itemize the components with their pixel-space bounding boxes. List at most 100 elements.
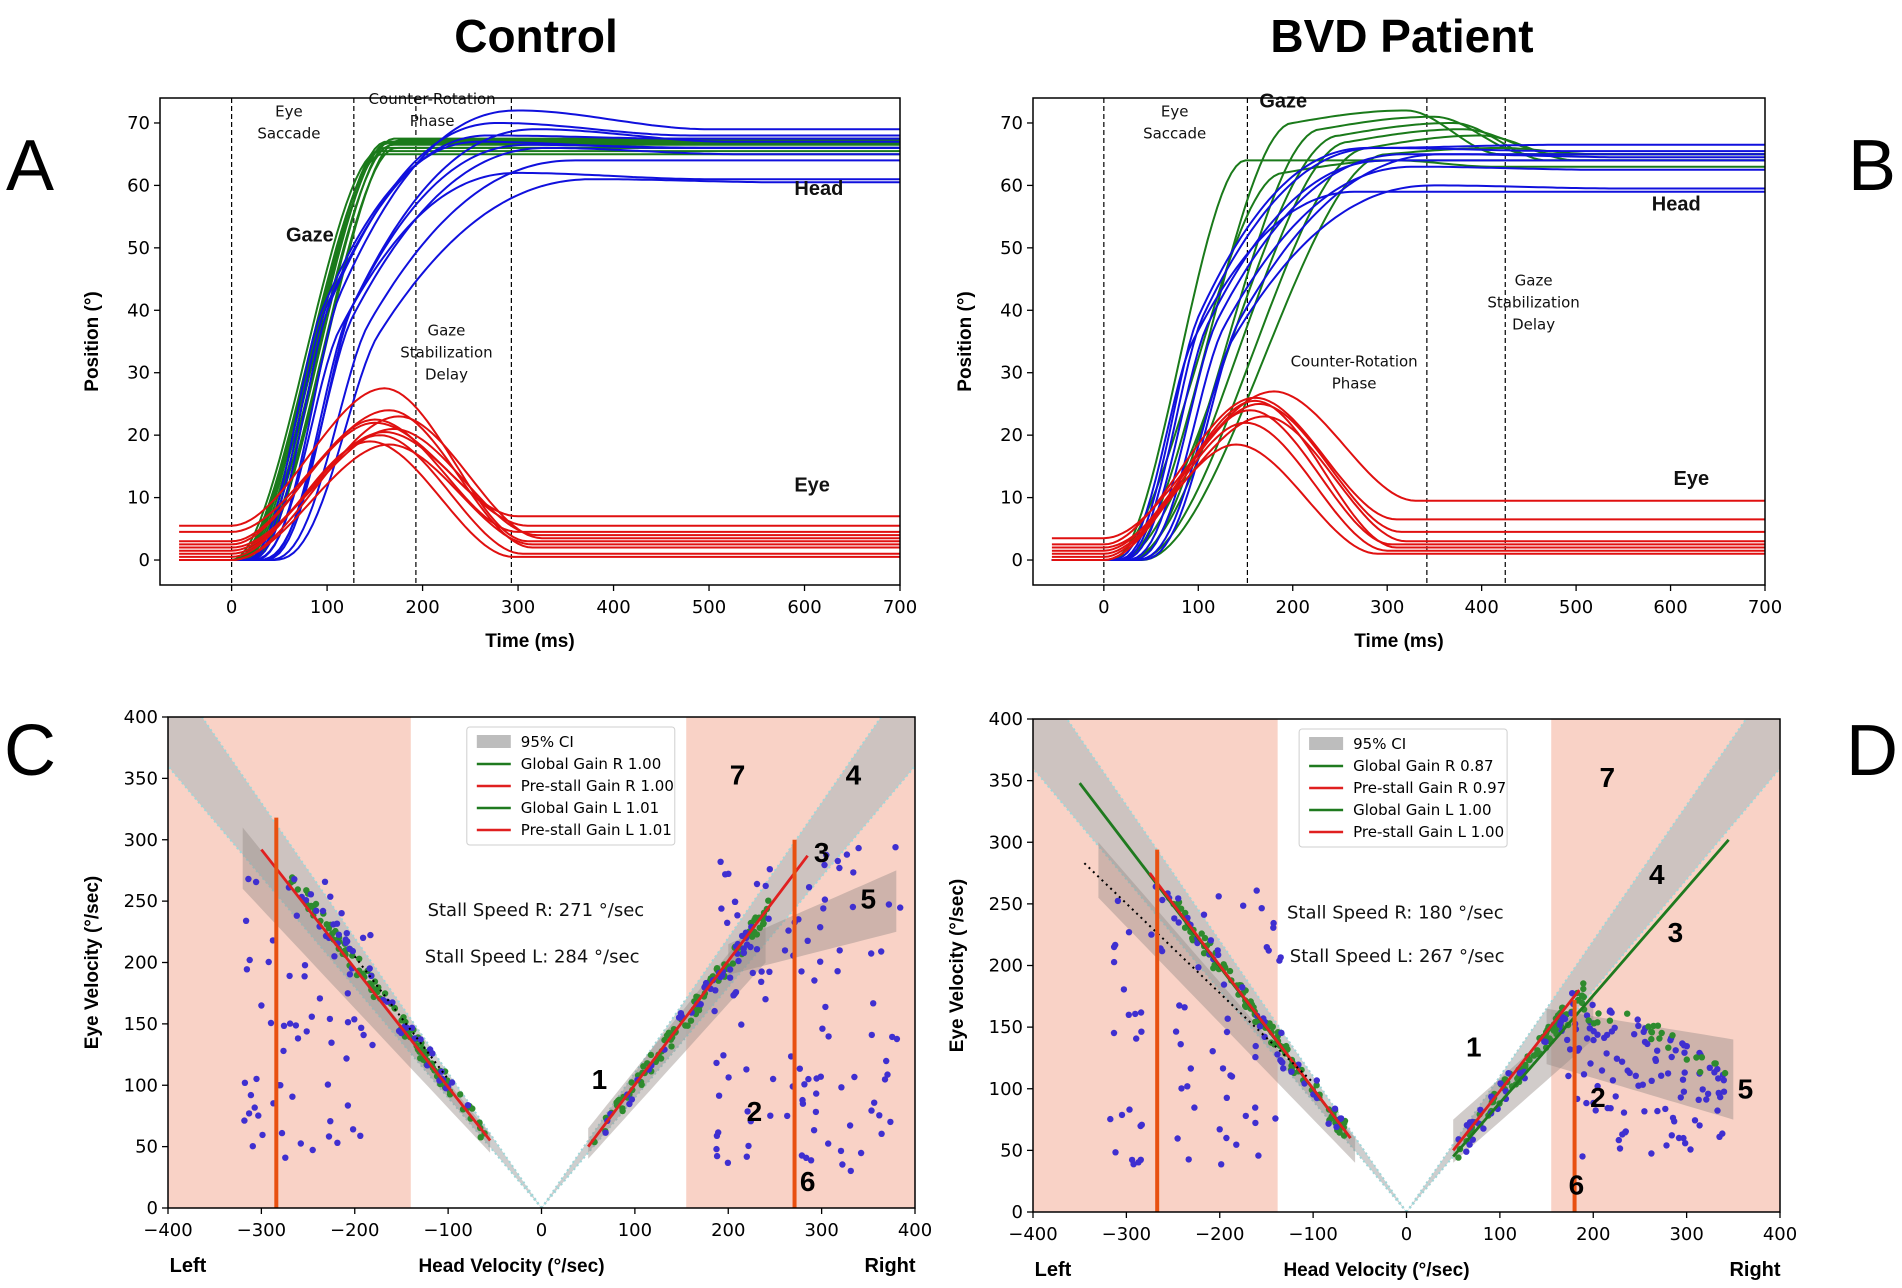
- data-point: [331, 953, 338, 960]
- gaze-trace: [179, 153, 900, 561]
- data-point: [871, 1099, 878, 1106]
- data-point: [713, 1059, 720, 1067]
- plot-area: [179, 98, 900, 585]
- y-axis-label: Eye Velocity (°/sec): [82, 876, 103, 1049]
- data-point: [346, 971, 354, 978]
- y-tick-label: 30: [127, 363, 150, 384]
- legend-box: [466, 726, 676, 846]
- head-trace: [1051, 184, 1765, 561]
- head-trace: [179, 159, 900, 561]
- data-point: [1274, 1051, 1281, 1058]
- data-point: [1618, 1058, 1626, 1065]
- data-point: [309, 1146, 316, 1154]
- data-point: [602, 1129, 609, 1136]
- data-point: [758, 968, 765, 975]
- left-direction-label: Left: [170, 1255, 207, 1277]
- data-point: [1269, 1023, 1277, 1030]
- data-point: [1681, 1049, 1688, 1056]
- data-point: [344, 1019, 352, 1026]
- data-point: [753, 946, 761, 953]
- x-tick-label: 400: [1763, 1224, 1797, 1245]
- data-point: [813, 1090, 820, 1097]
- data-point: [1668, 1132, 1676, 1139]
- data-point: [1663, 1142, 1670, 1149]
- data-point: [1112, 1149, 1119, 1156]
- data-point: [1632, 1072, 1640, 1080]
- data-point: [329, 930, 336, 937]
- data-point: [1608, 1009, 1615, 1016]
- data-point: [804, 937, 811, 944]
- plot-frame: [159, 97, 901, 586]
- head-trace: [1051, 146, 1765, 561]
- fit-confidence-band: [1098, 842, 1356, 1163]
- data-point: [359, 934, 367, 941]
- data-point: [1177, 1041, 1184, 1048]
- stall-speed-right-label: Stall Speed R: 180 °/sec: [1287, 903, 1504, 924]
- data-point: [897, 904, 904, 911]
- data-point: [1585, 1017, 1592, 1024]
- data-point: [1711, 1060, 1718, 1067]
- data-point: [1120, 986, 1128, 993]
- data-point: [1200, 950, 1208, 957]
- x-tick-label: 300: [1669, 1224, 1703, 1245]
- data-point: [795, 916, 802, 923]
- region-number: 2: [1590, 1082, 1606, 1113]
- data-point: [1469, 1136, 1477, 1143]
- data-point: [1325, 1120, 1332, 1127]
- region-number: 7: [1599, 762, 1615, 793]
- data-point: [1613, 1055, 1621, 1062]
- x-axis-label: Head Velocity (°/sec): [418, 1256, 604, 1277]
- data-point: [647, 1051, 655, 1059]
- data-point: [253, 1075, 260, 1083]
- data-point: [720, 1052, 727, 1059]
- data-point: [417, 1036, 424, 1043]
- x-tick-label: 200: [405, 597, 439, 618]
- data-point: [1607, 1105, 1614, 1112]
- data-point: [301, 973, 308, 980]
- data-point: [718, 905, 725, 912]
- data-point: [1665, 1044, 1672, 1051]
- region-number: 6: [800, 1166, 816, 1197]
- region-number: 5: [1738, 1074, 1754, 1105]
- y-tick-label: 400: [989, 709, 1023, 730]
- data-point: [308, 1013, 315, 1020]
- data-point: [811, 977, 818, 984]
- data-point: [1209, 1048, 1216, 1055]
- data-point: [1252, 1104, 1259, 1111]
- head-trace: [179, 128, 900, 561]
- data-point: [1719, 1130, 1726, 1137]
- data-point: [1189, 935, 1196, 942]
- x-tick-label: −100: [423, 1220, 472, 1241]
- y-tick-label: 50: [1000, 238, 1023, 259]
- data-point: [834, 857, 841, 865]
- data-point: [817, 924, 824, 931]
- data-point: [1583, 1035, 1591, 1042]
- legend-entry-label: Pre-stall Gain R 0.97: [1353, 779, 1506, 797]
- data-point: [1583, 1099, 1590, 1107]
- x-tick-label: 400: [898, 1220, 932, 1241]
- data-point: [1184, 1083, 1191, 1090]
- data-point: [1679, 1076, 1687, 1083]
- data-point: [878, 1130, 885, 1138]
- data-point: [823, 851, 830, 859]
- data-point: [1601, 1034, 1608, 1042]
- data-point: [819, 1025, 826, 1032]
- data-point: [870, 1000, 877, 1007]
- data-point: [834, 968, 841, 975]
- data-point: [1720, 1088, 1728, 1095]
- data-point: [241, 1079, 249, 1087]
- data-point: [1252, 1053, 1259, 1061]
- legend-ci-swatch: [1309, 737, 1344, 750]
- data-point: [731, 898, 739, 905]
- data-point: [1114, 897, 1122, 905]
- series-label: Eye: [1674, 468, 1710, 490]
- data-point: [1256, 1023, 1264, 1030]
- data-point: [1697, 1068, 1704, 1076]
- data-point: [682, 1022, 689, 1029]
- data-point: [1455, 1154, 1462, 1161]
- data-point: [1698, 1054, 1706, 1061]
- legend-ci-swatch: [476, 735, 511, 748]
- data-point: [801, 1081, 808, 1088]
- data-point: [1635, 1022, 1642, 1029]
- data-point: [1662, 1105, 1669, 1113]
